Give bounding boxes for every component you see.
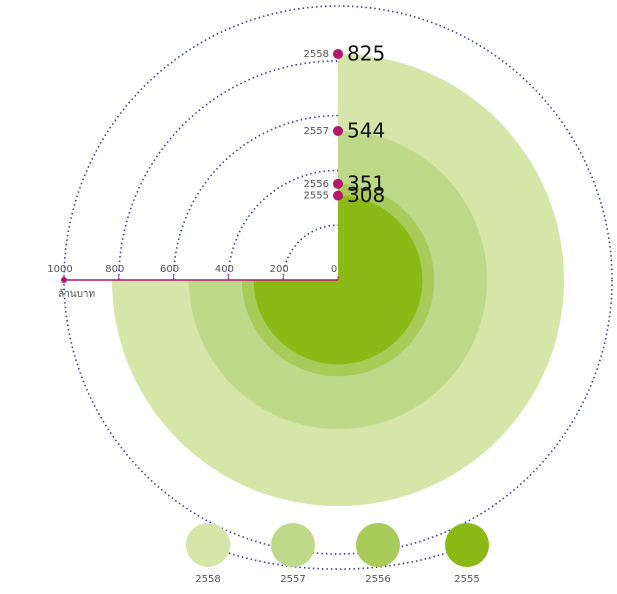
guide-arc: [282, 224, 339, 281]
year-label: 2555: [304, 191, 329, 202]
legend-label: 2557: [280, 574, 305, 585]
value-marker: [333, 190, 343, 201]
value-marker: [333, 178, 343, 189]
legend-link: [207, 544, 468, 570]
x-tick-label: 0: [331, 264, 337, 275]
legend-swatch: [445, 523, 489, 567]
year-label: 2556: [304, 179, 329, 190]
axis-label: ล้านบาท: [58, 288, 95, 300]
guide-arc: [172, 114, 339, 281]
guide-arc: [118, 60, 339, 281]
x-tick-label: 400: [215, 264, 234, 275]
value-marker: [333, 125, 343, 136]
legend-swatch: [271, 523, 315, 567]
legend-label: 2558: [195, 574, 220, 585]
legend-swatch: [186, 523, 230, 567]
value-marker: [333, 48, 343, 59]
year-label: 2557: [304, 126, 329, 137]
x-tick-label: 1000: [47, 264, 72, 275]
legend-label: 2556: [365, 574, 390, 585]
value-label: 308: [347, 183, 385, 207]
axis-end: [61, 277, 67, 283]
x-tick-label: 800: [105, 264, 124, 275]
year-label: 2558: [304, 49, 329, 60]
legend-swatch: [356, 523, 400, 567]
x-tick-label: 200: [270, 264, 289, 275]
legend-label: 2555: [454, 574, 479, 585]
x-tick-label: 600: [160, 264, 179, 275]
value-label: 351: [347, 171, 385, 195]
guide-arc: [227, 169, 339, 281]
value-label: 825: [347, 41, 385, 65]
value-label: 544: [347, 118, 385, 142]
